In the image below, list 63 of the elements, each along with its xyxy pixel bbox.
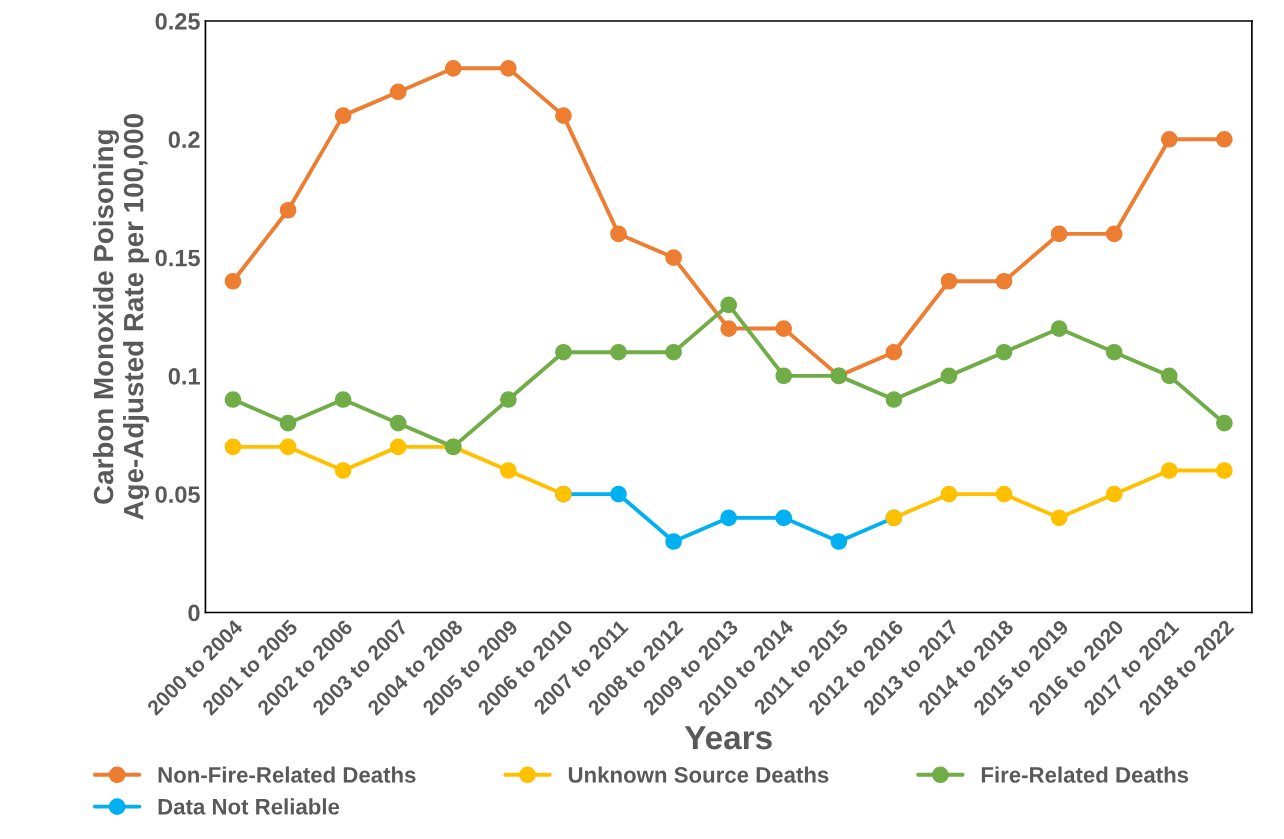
legend-label: Non-Fire-Related Deaths (158, 766, 416, 783)
point (279, 414, 297, 432)
point (1160, 462, 1178, 479)
point (334, 107, 352, 124)
point (224, 272, 242, 290)
point (610, 343, 627, 361)
legend-label: Unknown Source Deaths (568, 766, 829, 783)
point (995, 343, 1013, 361)
point (940, 367, 958, 385)
point (500, 462, 517, 479)
point (885, 343, 903, 361)
point (1105, 485, 1123, 503)
point (334, 462, 352, 479)
point (500, 59, 517, 77)
point (720, 509, 738, 527)
point (610, 485, 627, 503)
point (995, 485, 1013, 503)
point (389, 83, 407, 101)
y-tick-label: 0.2 (168, 131, 200, 149)
point (1160, 130, 1178, 148)
point (940, 272, 958, 290)
point (775, 367, 793, 385)
y-tick-label: 0.05 (155, 486, 200, 503)
point (1216, 414, 1233, 432)
point (389, 438, 407, 456)
point (775, 320, 793, 337)
point (1105, 225, 1123, 243)
y-tick-label: 0.25 (155, 13, 200, 30)
point (555, 343, 572, 361)
point (1216, 130, 1233, 148)
legend-label: Fire-Related Deaths (981, 766, 1189, 783)
point (1160, 367, 1178, 385)
point (995, 272, 1013, 290)
point (830, 533, 848, 550)
point (1050, 225, 1068, 243)
point (720, 296, 738, 314)
point (1216, 462, 1233, 479)
point (665, 533, 682, 550)
point (610, 225, 627, 243)
point (940, 485, 958, 503)
y-tick-label: 0.15 (155, 249, 200, 267)
point (720, 320, 738, 337)
point (665, 249, 682, 266)
legend-label: Data Not Reliable (158, 798, 340, 815)
point (1050, 509, 1068, 527)
point (444, 59, 462, 77)
point (775, 509, 793, 527)
point (555, 107, 572, 124)
point (279, 438, 297, 456)
point (224, 391, 242, 408)
point (389, 414, 407, 432)
x-axis-title: Years (684, 726, 772, 750)
y-axis-title: Carbon Monoxide Poisoning Age-Adjusted Rate per 100,000 (93, 114, 150, 520)
y-tick-label: 0.1 (168, 367, 200, 385)
point (279, 201, 297, 219)
point (665, 343, 682, 361)
point (885, 391, 903, 408)
point (224, 438, 242, 456)
point (334, 391, 352, 408)
point (1050, 320, 1068, 337)
point (500, 391, 517, 408)
point (1105, 343, 1123, 361)
y-tick-label: 0 (188, 604, 200, 622)
